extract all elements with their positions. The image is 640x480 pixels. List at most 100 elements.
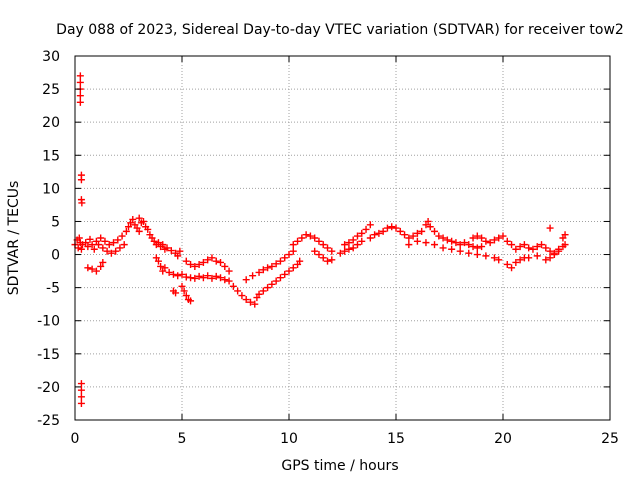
- x-tick-label: 10: [280, 431, 298, 447]
- data-point: [345, 245, 353, 253]
- data-point: [204, 256, 212, 264]
- data-point: [208, 274, 216, 282]
- data-point: [167, 247, 175, 255]
- data-point: [199, 258, 207, 266]
- data-point: [473, 251, 481, 259]
- y-tick-label: 0: [51, 248, 60, 264]
- data-point: [97, 262, 105, 270]
- data-point: [199, 274, 207, 282]
- data-point: [77, 176, 85, 184]
- data-point: [302, 231, 310, 239]
- data-point: [172, 289, 180, 297]
- data-point: [76, 78, 84, 86]
- data-point: [405, 241, 413, 249]
- data-point: [122, 227, 130, 235]
- data-point: [298, 234, 306, 242]
- data-point: [490, 254, 498, 262]
- data-point: [306, 232, 314, 240]
- data-point: [187, 297, 195, 305]
- y-tick-label: 5: [51, 214, 60, 230]
- data-point: [176, 247, 184, 255]
- data-point: [84, 243, 92, 251]
- data-point: [76, 92, 84, 100]
- data-point: [499, 232, 507, 240]
- data-point: [456, 247, 464, 255]
- data-point: [95, 241, 103, 249]
- data-point: [77, 380, 85, 388]
- data-point: [259, 287, 267, 295]
- data-point: [114, 236, 122, 244]
- data-point: [195, 272, 203, 280]
- data-point: [435, 232, 443, 240]
- data-point: [242, 296, 250, 304]
- data-point: [516, 256, 524, 264]
- data-point: [118, 232, 126, 240]
- data-point: [77, 399, 85, 407]
- data-point: [542, 256, 550, 264]
- axis-ticks: 0 5 10 15 20 25 -25 -20 -15 -10 -5 0 5 10 15 20 25 30: [37, 49, 619, 447]
- data-point: [217, 258, 225, 266]
- data-point: [225, 267, 233, 275]
- data-point: [555, 247, 563, 255]
- data-point: [319, 241, 327, 249]
- data-point: [191, 262, 199, 270]
- y-tick-label: -25: [37, 413, 60, 429]
- data-point: [165, 268, 173, 276]
- data-point: [311, 234, 319, 242]
- data-point: [525, 244, 533, 252]
- data-point: [268, 280, 276, 288]
- data-point: [159, 241, 167, 249]
- data-point: [392, 224, 400, 232]
- y-tick-label: -15: [37, 347, 60, 363]
- data-point: [107, 249, 115, 257]
- data-point: [482, 252, 490, 260]
- y-tick-label: 30: [42, 49, 60, 65]
- data-point: [116, 244, 124, 252]
- data-point: [86, 235, 94, 243]
- x-tick-label: 0: [71, 431, 80, 447]
- data-point: [97, 234, 105, 242]
- data-point: [77, 386, 85, 394]
- data-point: [84, 264, 92, 272]
- data-point: [112, 247, 120, 255]
- data-point: [255, 290, 263, 298]
- data-point: [246, 298, 254, 306]
- grid-lines: [75, 56, 610, 420]
- data-point: [217, 274, 225, 282]
- data-point: [272, 260, 280, 268]
- data-point: [328, 256, 336, 264]
- data-point: [478, 243, 486, 251]
- data-point: [516, 243, 524, 251]
- data-point: [120, 241, 128, 249]
- data-point: [174, 272, 182, 280]
- data-point: [315, 251, 323, 259]
- data-point: [473, 232, 481, 240]
- data-point: [178, 270, 186, 278]
- data-point: [182, 292, 190, 300]
- data-point: [110, 239, 118, 247]
- data-point: [324, 257, 332, 265]
- data-point: [413, 229, 421, 237]
- data-point: [405, 234, 413, 242]
- x-tick-label: 20: [494, 431, 512, 447]
- data-point: [383, 224, 391, 232]
- data-point: [90, 245, 98, 253]
- data-point: [550, 251, 558, 259]
- data-point: [255, 268, 263, 276]
- data-point: [88, 241, 96, 249]
- data-point: [77, 393, 85, 401]
- data-point: [268, 262, 276, 270]
- data-point: [512, 258, 520, 266]
- data-point: [431, 227, 439, 235]
- y-tick-label: 10: [42, 181, 60, 197]
- data-point: [195, 260, 203, 268]
- data-point: [561, 241, 569, 249]
- data-point: [379, 227, 387, 235]
- data-point: [366, 234, 374, 242]
- chart-title: Day 088 of 2023, Sidereal Day-to-day VTE…: [56, 22, 624, 38]
- data-point: [546, 247, 554, 255]
- data-point: [212, 272, 220, 280]
- data-point: [443, 236, 451, 244]
- data-point: [135, 214, 143, 222]
- data-point: [448, 237, 456, 245]
